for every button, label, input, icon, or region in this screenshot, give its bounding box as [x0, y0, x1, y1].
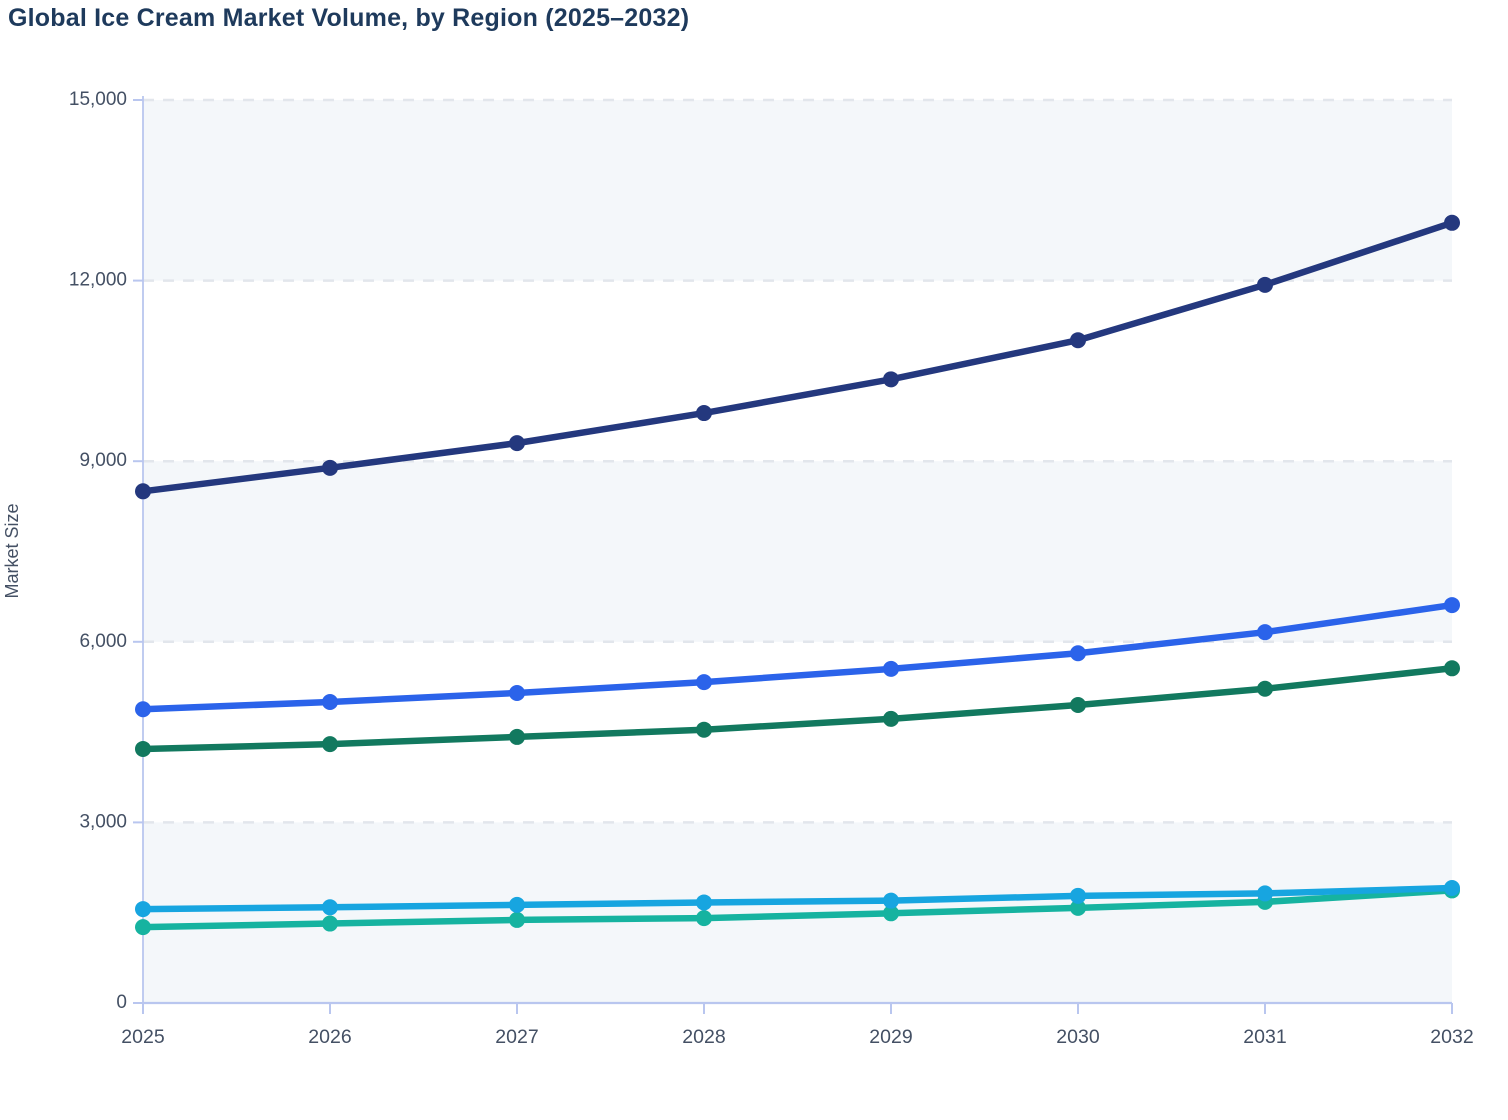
series-navy-point [509, 435, 525, 452]
series-blue-point [1444, 597, 1460, 614]
series-cyan-point [883, 892, 899, 909]
series-green-point [1257, 680, 1273, 697]
y-tick-label: 6,000 [79, 631, 127, 652]
series-navy-point [322, 459, 338, 476]
series-teal-point [322, 915, 338, 932]
series-green-point [322, 736, 338, 753]
series-cyan-point [322, 899, 338, 916]
series-teal-point [135, 919, 151, 936]
x-tick-label: 2032 [1430, 1026, 1473, 1048]
series-teal-line [139, 887, 1456, 931]
y-tick-label: 0 [116, 992, 127, 1013]
y-tick-label: 9,000 [79, 450, 127, 471]
series-green-line [139, 665, 1456, 753]
series-blue-point [322, 694, 338, 710]
series-green-point [696, 721, 712, 738]
chart-title: Global Ice Cream Market Volume, by Regio… [8, 4, 690, 32]
grid-band [143, 461, 1452, 642]
series-cyan-point [135, 901, 151, 918]
series-cyan-point [1070, 887, 1086, 904]
x-tick-label: 2030 [1056, 1026, 1100, 1048]
series-blue-point [509, 684, 525, 701]
series-navy-point [135, 483, 151, 500]
series-navy-point [883, 371, 899, 388]
series-cyan-point [696, 894, 712, 911]
grid-band [143, 100, 1452, 281]
x-tick-label: 2028 [682, 1026, 725, 1048]
series-teal-point [696, 910, 712, 927]
series-teal-point [509, 911, 525, 928]
series-green-point [509, 728, 525, 745]
x-tick-label: 2031 [1243, 1026, 1286, 1048]
series-navy-point [1444, 214, 1460, 231]
y-tick-label: 15,000 [69, 89, 127, 110]
y-tick-label: 12,000 [69, 270, 127, 291]
series-cyan-point [1444, 880, 1460, 897]
series-cyan-point [1257, 885, 1273, 902]
x-tick-label: 2029 [869, 1026, 912, 1048]
y-tick-label: 3,000 [79, 811, 127, 832]
series-green-point [1070, 697, 1086, 714]
series-navy-point [696, 405, 712, 422]
series-teal-point [1070, 899, 1086, 916]
series-blue-point [883, 660, 899, 677]
series-blue-point [1257, 624, 1273, 641]
series-navy-point [1070, 332, 1086, 349]
series-green-point [883, 710, 899, 727]
x-tick-label: 2027 [495, 1026, 538, 1048]
x-tick-label: 2025 [121, 1026, 165, 1048]
series-cyan-line [139, 884, 1456, 913]
series-blue-line [139, 601, 1456, 713]
y-axis-title: Market Size [2, 503, 22, 598]
series-green-point [135, 740, 151, 757]
x-tick-label: 2026 [308, 1026, 351, 1048]
series-blue-point [1070, 645, 1086, 662]
series-cyan-point [509, 896, 525, 913]
series-navy-line [139, 219, 1456, 495]
series-teal-point [883, 905, 899, 922]
series-blue-point [135, 701, 151, 718]
series-green-point [1444, 660, 1460, 677]
series-navy-point [1257, 276, 1273, 293]
series-blue-point [696, 674, 712, 691]
